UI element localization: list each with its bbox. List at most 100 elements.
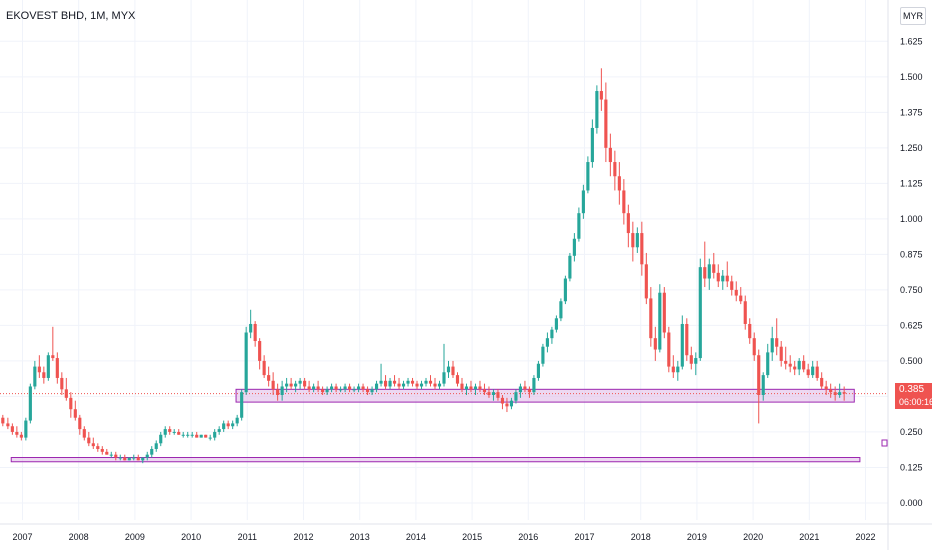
candle-body (419, 383, 424, 387)
x-tick-label: 2008 (69, 532, 89, 542)
candle-body (743, 301, 747, 324)
candle-body (383, 380, 388, 387)
candle-body (159, 434, 163, 444)
candle-body (775, 338, 779, 347)
candle-body (712, 264, 716, 273)
candle-body (842, 392, 846, 394)
currency-selector[interactable]: MYR (900, 7, 926, 25)
candle-body (617, 176, 621, 191)
candle-body (55, 358, 59, 378)
support-zone-2 (10, 457, 861, 463)
x-tick-label: 2017 (574, 532, 594, 542)
candle-body (262, 360, 266, 376)
candle-body (779, 346, 783, 361)
x-tick-label: 2022 (856, 532, 876, 542)
candle-body (28, 386, 32, 421)
candle-body (716, 272, 720, 282)
candle-body (752, 338, 756, 356)
candle-body (599, 91, 603, 100)
candle-body (285, 383, 289, 387)
candle-body (694, 358, 698, 364)
candle-body (514, 392, 518, 401)
candle-body (406, 380, 410, 384)
candle-body (258, 341, 262, 361)
candle-body (680, 323, 684, 367)
candle-body (356, 386, 361, 390)
candle-body (811, 366, 815, 376)
candle-body (527, 389, 532, 393)
candle-body (78, 417, 82, 430)
candle-body (249, 323, 253, 333)
y-tick-label: 0.125 (900, 462, 923, 472)
candle-body (806, 369, 810, 376)
y-tick-label: 1.625 (900, 36, 923, 46)
candle-body (505, 403, 509, 407)
candle-body (424, 380, 428, 384)
candle-body (761, 375, 765, 395)
candle-body (437, 383, 442, 387)
x-tick-label: 2014 (406, 532, 426, 542)
candle-body (334, 386, 338, 390)
candle-body (788, 363, 792, 367)
candle-body (15, 431, 19, 435)
candle-body (487, 392, 491, 395)
candle-body (833, 392, 837, 395)
candle-body (626, 213, 630, 234)
candle-body (24, 420, 28, 438)
candle-body (100, 448, 104, 452)
candle-body (267, 375, 271, 381)
candle-body (145, 454, 149, 458)
candle-body (685, 323, 689, 356)
candle-body (725, 275, 729, 282)
candle-body (397, 383, 401, 387)
candle-body (163, 429, 167, 435)
candle-body (307, 386, 311, 390)
candle-body (509, 400, 514, 407)
candle-body (649, 298, 653, 339)
x-tick-label: 2018 (631, 532, 651, 542)
y-tick-label: 0.250 (900, 427, 923, 437)
candle-body (563, 278, 567, 302)
candle-body (190, 434, 194, 436)
candle-body (361, 386, 365, 390)
candle-body (635, 233, 639, 248)
candle-body (550, 329, 554, 339)
x-tick-label: 2016 (518, 532, 538, 542)
candle-body (195, 434, 199, 438)
candle-body (150, 448, 154, 455)
candle-body (595, 91, 599, 128)
x-tick-label: 2020 (743, 532, 763, 542)
candle-body (568, 255, 572, 279)
candle-body (213, 431, 217, 438)
candle-body (64, 389, 68, 398)
candle-body (172, 431, 176, 433)
candle-body (1, 417, 5, 424)
candle-body (590, 127, 594, 163)
candle-body (793, 366, 797, 370)
candle-body (559, 301, 563, 319)
candle-body (523, 386, 527, 390)
x-tick-label: 2009 (125, 532, 145, 542)
candle-body (455, 375, 460, 384)
candle-body (667, 332, 671, 367)
candle-body (222, 423, 226, 430)
candle-body (658, 292, 662, 350)
candle-body (676, 366, 680, 373)
candle-body (10, 426, 14, 432)
candle-body (370, 389, 374, 393)
candle-body (415, 383, 419, 387)
candle-body (280, 386, 284, 395)
candle-body (321, 389, 325, 393)
candle-body (410, 380, 415, 384)
candle-body (69, 397, 73, 410)
candle-body (469, 386, 473, 390)
x-tick-label: 2015 (462, 532, 482, 542)
candle-body (586, 162, 590, 191)
y-tick-label: 1.250 (900, 143, 923, 153)
candle-body (460, 383, 464, 390)
candle-body (766, 352, 770, 376)
candle-body (536, 363, 540, 378)
candle-body (428, 380, 433, 384)
